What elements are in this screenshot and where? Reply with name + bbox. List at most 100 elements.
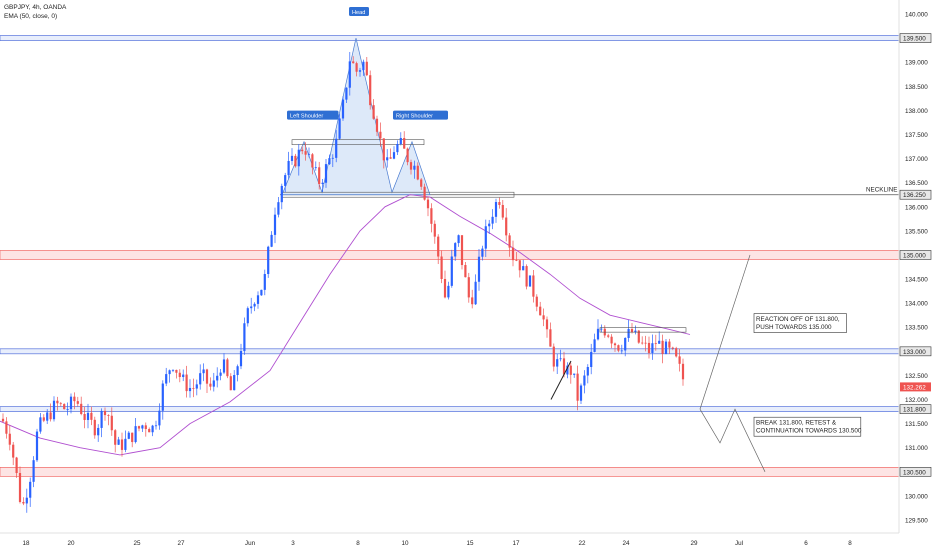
- candle: [76, 396, 79, 407]
- candle-body: [413, 165, 416, 170]
- shoulder-box: [291, 139, 425, 146]
- candle-body: [314, 167, 317, 169]
- level-badge: [899, 189, 932, 200]
- candle: [372, 99, 375, 120]
- candle-body: [226, 359, 229, 377]
- candle-body: [56, 400, 59, 404]
- candle: [515, 252, 518, 262]
- candle-body: [624, 337, 627, 351]
- candle-body: [161, 383, 164, 411]
- current-price-badge: [900, 382, 931, 392]
- candle: [246, 306, 249, 327]
- candle: [178, 369, 181, 383]
- candle-body: [52, 400, 56, 420]
- candle-body: [481, 248, 484, 257]
- candle: [171, 369, 175, 373]
- candle-body: [46, 412, 49, 421]
- candle: [678, 348, 681, 372]
- candle-body: [396, 144, 399, 153]
- candle: [566, 362, 569, 379]
- candle: [253, 302, 256, 312]
- candle-body: [311, 154, 314, 168]
- candle-body: [301, 149, 304, 152]
- candle: [277, 197, 280, 218]
- candle: [304, 142, 307, 161]
- candle: [474, 274, 477, 306]
- candle-body: [389, 157, 392, 159]
- candle-body: [522, 266, 525, 271]
- candle-body: [386, 157, 389, 161]
- candle-body: [69, 396, 73, 410]
- annotation-line: REACTION OFF OF 131.800,: [756, 316, 840, 323]
- candle-body: [542, 315, 545, 320]
- price-tick-label: 136.500: [905, 180, 928, 187]
- time-tick-label: 15: [466, 540, 474, 547]
- candle-body: [103, 410, 107, 416]
- candle: [73, 392, 76, 410]
- candle: [202, 363, 205, 382]
- time-tick-label: 6: [804, 540, 808, 547]
- candle: [161, 380, 164, 420]
- candle-body: [467, 277, 470, 298]
- candle-body: [202, 369, 205, 374]
- candle: [392, 146, 396, 160]
- price-tick-label: 134.000: [905, 301, 928, 308]
- level-badge-label: 139.500: [903, 36, 926, 43]
- candle-body: [141, 425, 144, 429]
- candle-body: [338, 118, 341, 139]
- candle-body: [273, 214, 277, 235]
- candle: [467, 272, 470, 303]
- candle-body: [617, 345, 620, 351]
- candle: [90, 406, 93, 426]
- candle-body: [610, 336, 613, 344]
- candle: [627, 319, 630, 342]
- candle-body: [5, 421, 8, 434]
- candle: [443, 270, 447, 299]
- candle: [93, 416, 96, 439]
- candle-body: [596, 328, 600, 340]
- annotation-line: BREAK 131.800, RETEST &: [756, 420, 837, 427]
- pattern-label-text: Right Shoulder: [396, 114, 433, 120]
- candle: [137, 425, 141, 432]
- candle: [494, 198, 498, 223]
- level-badge: [899, 404, 932, 414]
- time-tick-label: 10: [401, 540, 409, 547]
- candle-body: [29, 481, 32, 498]
- candle: [226, 357, 229, 379]
- candle: [131, 432, 134, 448]
- candle: [664, 339, 668, 355]
- candle-body: [511, 247, 515, 261]
- candle-body: [352, 61, 355, 64]
- candle: [141, 424, 144, 432]
- candle: [148, 427, 151, 433]
- level-badge: [899, 250, 932, 260]
- candle: [219, 369, 222, 381]
- candle: [454, 242, 457, 261]
- time-tick-label: 22: [578, 540, 586, 547]
- candle: [430, 203, 433, 233]
- candle: [362, 59, 365, 76]
- price-tick-label: 136.000: [905, 204, 928, 211]
- candle: [647, 336, 651, 359]
- candle: [66, 402, 69, 416]
- candle: [22, 497, 25, 506]
- candle: [52, 396, 56, 422]
- candle-body: [583, 375, 586, 386]
- candle: [661, 334, 664, 364]
- candle: [624, 337, 627, 357]
- candle: [212, 372, 215, 392]
- pattern-label-bg: [393, 110, 448, 120]
- candle-body: [562, 358, 566, 375]
- candle-body: [501, 204, 504, 218]
- candle: [341, 96, 345, 121]
- candle-body: [420, 179, 423, 187]
- price-tick-label: 131.000: [905, 445, 928, 452]
- candle-body: [661, 340, 664, 354]
- candle: [236, 364, 239, 382]
- candle: [620, 344, 623, 354]
- candle: [433, 220, 436, 244]
- time-tick-label: 3: [291, 540, 295, 547]
- candle: [280, 183, 283, 210]
